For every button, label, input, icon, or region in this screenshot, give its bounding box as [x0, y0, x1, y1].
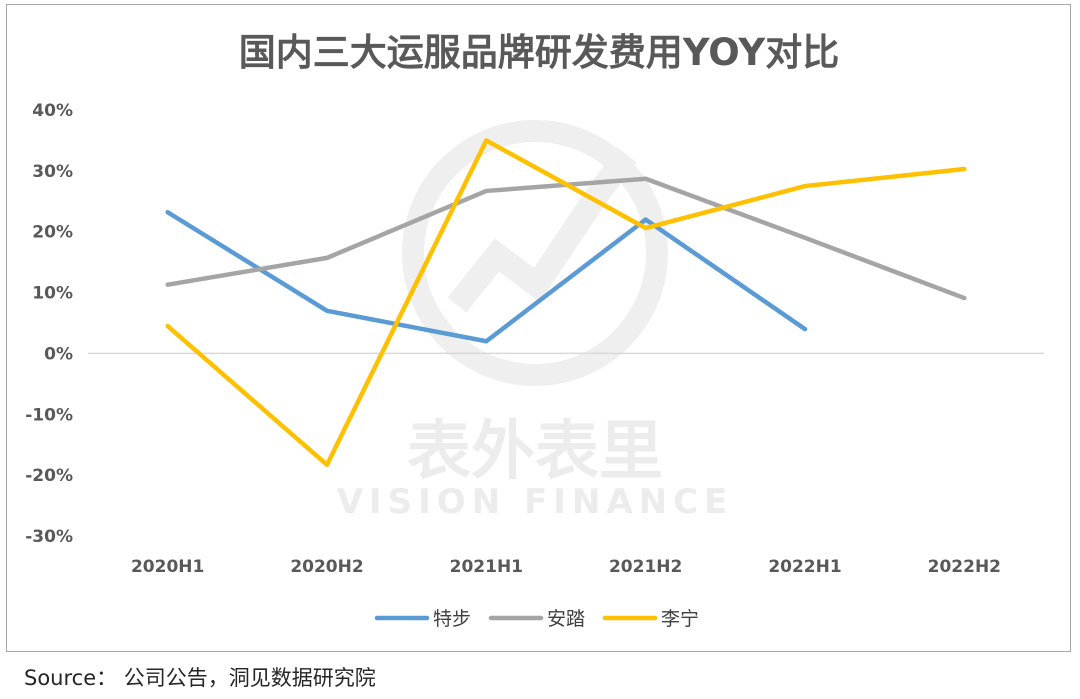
x-tick-label: 2022H2	[928, 557, 1001, 577]
watermark-subtext: VISION FINANCE	[337, 482, 734, 522]
series-lines	[165, 138, 967, 468]
x-tick-label: 2020H2	[290, 557, 363, 577]
y-tick-label: 10%	[32, 284, 73, 304]
source-note: Source： 公司公告，洞见数据研究院	[24, 666, 376, 690]
x-tick-label: 2021H1	[450, 557, 523, 577]
legend-label: 特步	[433, 608, 471, 630]
y-tick-label: 40%	[32, 101, 73, 121]
series-line-李宁	[165, 138, 967, 468]
y-tick-label: -20%	[25, 466, 73, 486]
y-tick-label: 20%	[32, 223, 73, 243]
chart-title: 国内三大运服品牌研发费用YOY对比	[239, 31, 839, 74]
y-tick-label: -10%	[25, 405, 73, 425]
x-axis-ticks: 2020H1 2020H2 2021H1 2021H2 2022H1 2022H2	[131, 557, 1001, 577]
legend-label: 安踏	[547, 608, 585, 630]
x-tick-label: 2022H1	[768, 557, 841, 577]
watermark-text: 表外表里	[407, 415, 663, 489]
y-tick-label: 30%	[32, 162, 73, 182]
y-tick-label: 0%	[44, 344, 73, 364]
chart: 表外表里 VISION FINANCE 国内三大运服品牌研发费用YOY对比 40…	[25, 31, 1044, 630]
legend: 特步 安踏 李宁	[374, 608, 699, 630]
legend-label: 李宁	[661, 608, 699, 630]
series-line-特步	[165, 209, 808, 344]
x-tick-label: 2021H2	[609, 557, 682, 577]
x-tick-label: 2020H1	[131, 557, 204, 577]
y-axis-ticks: 40% 30% 20% 10% 0% -10% -20% -30%	[25, 101, 73, 547]
chart-frame: 表外表里 VISION FINANCE 国内三大运服品牌研发费用YOY对比 40…	[6, 4, 1071, 652]
y-tick-label: -30%	[25, 527, 73, 547]
